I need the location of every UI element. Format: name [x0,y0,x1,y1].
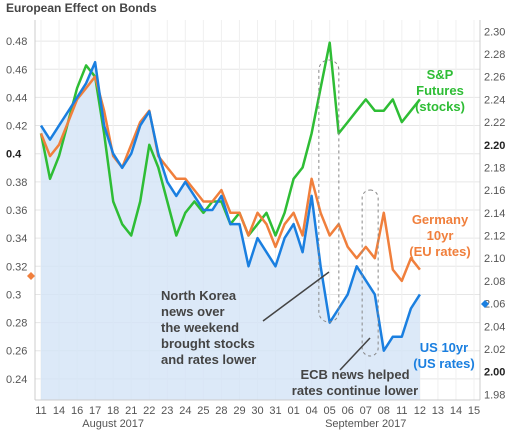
north-korea-note-line: brought stocks [161,336,255,351]
x-tick-label: 05 [324,405,336,417]
month-label-september: September 2017 [325,418,406,430]
y-right-tick-label: 2.02 [484,344,505,356]
sp-label-line: (stocks) [415,99,465,114]
y-right-tick-label: 2.30 [484,26,505,38]
x-tick-label: 24 [179,405,191,417]
x-tick-label: 11 [396,405,407,417]
axes: 0.48 0.46 0.44 0.42 0.4 0.38 0.36 0.34 0.32 0.3 0.… [6,20,505,430]
x-tick-label: 28 [215,405,227,417]
y-left-tick-label: 0.26 [6,346,27,358]
y-right-tick-label: 2.24 [484,94,505,106]
chart-title: European Effect on Bonds [6,1,157,15]
y-right-tick-label: 2.04 [484,321,505,333]
y-left-tick-label: 0.32 [6,261,27,273]
x-tick-label: 14 [450,405,462,417]
us-label-line: US 10yr [420,340,468,355]
y-left-tick-label: 0.24 [6,374,27,386]
y-left-tick-label: 0.44 [6,92,27,104]
x-tick-label: 08 [378,405,390,417]
x-tick-label: 17 [89,405,101,417]
x-tick-label: 25 [197,405,209,417]
x-tick-label: 13 [432,405,444,417]
us-area-fill [41,62,420,400]
x-tick-label: 31 [269,405,281,417]
y-left-tick-label: 0.38 [6,177,27,189]
y-left-tick-label: 0.34 [6,233,27,245]
north-korea-note-line: North Korea [161,288,237,303]
north-korea-note-line: and rates lower [161,352,256,367]
ecb-note-line: rates continue lower [292,383,418,398]
north-korea-pointer [262,271,330,322]
germany-label-line: 10yr [427,228,454,243]
north-korea-note-line: news over [161,304,225,319]
germany-label-line: (EU rates) [409,244,470,259]
y-left-tick-label: 0.46 [6,64,27,76]
x-tick-label: 11 [35,405,46,417]
x-tick-label: 21 [125,405,137,417]
x-tick-label: 06 [342,405,354,417]
y-right-tick-label: 2.20 [484,140,505,152]
x-tick-label: 14 [53,405,65,417]
us-marker [481,300,489,308]
y-right-tick-label: 2.18 [484,162,505,174]
y-left-tick-label: 0.4 [6,149,22,161]
series-line [39,75,421,283]
north-korea-highlight [318,59,340,323]
y-right-tick-label: 2.14 [484,208,505,220]
y-left-tick-label: 0.36 [6,205,27,217]
y-right-tick-label: 2.22 [484,117,505,129]
y-right-tick-label: 2.28 [484,49,505,61]
x-tick-label: 23 [161,405,173,417]
x-tick-label: 12 [414,405,426,417]
y-right-tick-label: 2.08 [484,276,505,288]
x-tick-label: 16 [71,405,83,417]
y-left-tick-label: 0.28 [6,318,27,330]
y-right-tick-label: 2.26 [484,72,505,84]
y-right-tick-label: 2.12 [484,231,505,243]
x-tick-label: 01 [287,405,299,417]
x-tick-label: 15 [468,405,480,417]
north-korea-note-line: the weekend [161,320,239,335]
x-tick-label: 18 [107,405,119,417]
sp-label-line: Futures [416,83,464,98]
germany-label-line: Germany [412,212,469,227]
x-tick-label: 22 [143,405,155,417]
y-left-tick-label: 0.3 [6,289,21,301]
y-right-tick-label: 2.16 [484,185,505,197]
y-right-tick-label: 1.98 [484,389,505,401]
us-area [41,62,420,400]
series-lines [39,41,421,352]
germany-marker [27,272,35,280]
us-label-line: (US rates) [413,356,474,371]
highlight-ovals [262,59,379,371]
x-tick-label: 29 [233,405,245,417]
y-right-tick-label: 2.10 [484,253,505,265]
sp-label-line: S&P [427,67,454,82]
month-label-august: August 2017 [82,418,144,430]
ecb-highlight [361,189,379,357]
ecb-pointer [339,337,371,371]
ecb-note-line: ECB news helped [300,367,409,382]
x-tick-label: 07 [360,405,372,417]
y-right-tick-label: 2.06 [484,299,505,311]
y-left-tick-label: 0.48 [6,36,27,48]
x-tick-label: 30 [251,405,263,417]
series-line [39,60,421,352]
y-right-tick-label: 2.00 [484,367,505,379]
y-left-tick-label: 0.42 [6,121,27,133]
x-tick-label: 04 [306,405,318,417]
